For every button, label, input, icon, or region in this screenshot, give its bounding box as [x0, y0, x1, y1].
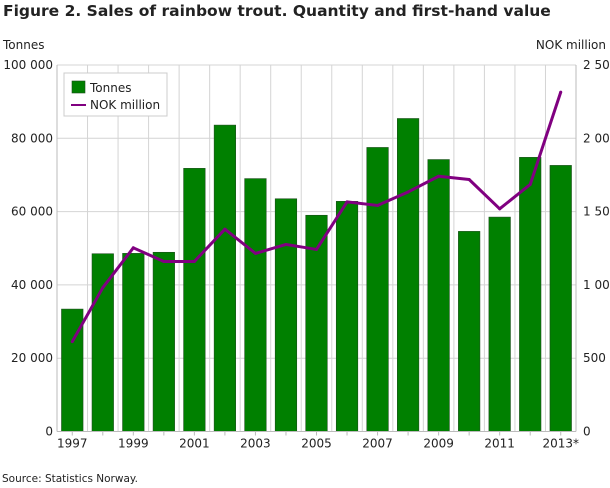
source-note: Source: Statistics Norway. — [2, 473, 138, 485]
line-point-1998 — [101, 286, 105, 290]
x-tick-label: 2013* — [542, 437, 579, 451]
left-tick-label: 60 000 — [11, 205, 53, 219]
bar-2010 — [458, 231, 481, 432]
bar-1999 — [122, 253, 145, 432]
left-tick-label: 80 000 — [11, 131, 53, 145]
x-tick-label: 2011 — [484, 437, 515, 451]
bar-2002 — [213, 124, 236, 432]
x-tick-label: 1997 — [57, 437, 88, 451]
right-tick-label: 2 000 — [583, 131, 610, 145]
right-axis-label: NOK million — [535, 38, 606, 52]
line-point-2000 — [162, 259, 166, 263]
x-tick-label: 2007 — [362, 437, 393, 451]
bar-2004 — [274, 198, 298, 432]
bar-1998 — [91, 253, 114, 432]
right-tick-label: 1 000 — [583, 278, 610, 292]
x-tick-label: 2009 — [423, 437, 454, 451]
line-point-2006 — [345, 200, 349, 204]
bar-2006 — [335, 201, 359, 432]
bar-2000 — [152, 251, 175, 432]
line-point-1999 — [131, 246, 135, 250]
line-point-2011 — [498, 207, 502, 211]
x-tick-label: 2003 — [240, 437, 271, 451]
bar-2007 — [366, 147, 389, 432]
line-point-1997 — [70, 340, 74, 344]
right-tick-label: 1 500 — [583, 205, 610, 219]
line-point-2003 — [253, 251, 257, 255]
legend-label-tonnes: Tonnes — [89, 81, 131, 95]
bar-2011 — [488, 216, 511, 432]
line-point-2004 — [284, 242, 288, 246]
line-point-2007 — [376, 203, 380, 207]
line-point-2008 — [406, 190, 410, 194]
bar-2008 — [397, 118, 420, 432]
right-tick-label: 500 — [583, 351, 606, 365]
left-axis-label: Tonnes — [3, 38, 45, 52]
bar-2013* — [549, 165, 572, 432]
line-point-2010 — [467, 177, 471, 181]
line-point-2005 — [315, 247, 318, 251]
left-tick-label: 0 — [45, 425, 53, 439]
bar-2003 — [244, 178, 267, 432]
chart-title: Figure 2. Sales of rainbow trout. Quanti… — [3, 2, 551, 20]
legend-label-nok: NOK million — [90, 98, 160, 112]
bar-2009 — [427, 159, 450, 432]
line-point-2002 — [223, 227, 227, 231]
x-tick-label: 1999 — [118, 437, 149, 451]
right-tick-label: 0 — [583, 425, 591, 439]
x-tick-label: 2001 — [179, 437, 210, 451]
legend — [63, 72, 168, 117]
left-tick-label: 20 000 — [11, 351, 53, 365]
bar-2001 — [183, 168, 206, 432]
line-point-2001 — [192, 259, 196, 263]
bar-2012 — [519, 157, 542, 432]
line-point-2009 — [437, 174, 441, 178]
right-tick-label: 2 500 — [583, 58, 610, 72]
line-point-2013* — [559, 90, 563, 94]
line-point-2012 — [528, 182, 532, 186]
left-tick-label: 100 000 — [3, 58, 53, 72]
x-tick-label: 2005 — [301, 437, 332, 451]
legend-swatch-tonnes — [71, 80, 86, 94]
left-tick-label: 40 000 — [11, 278, 53, 292]
